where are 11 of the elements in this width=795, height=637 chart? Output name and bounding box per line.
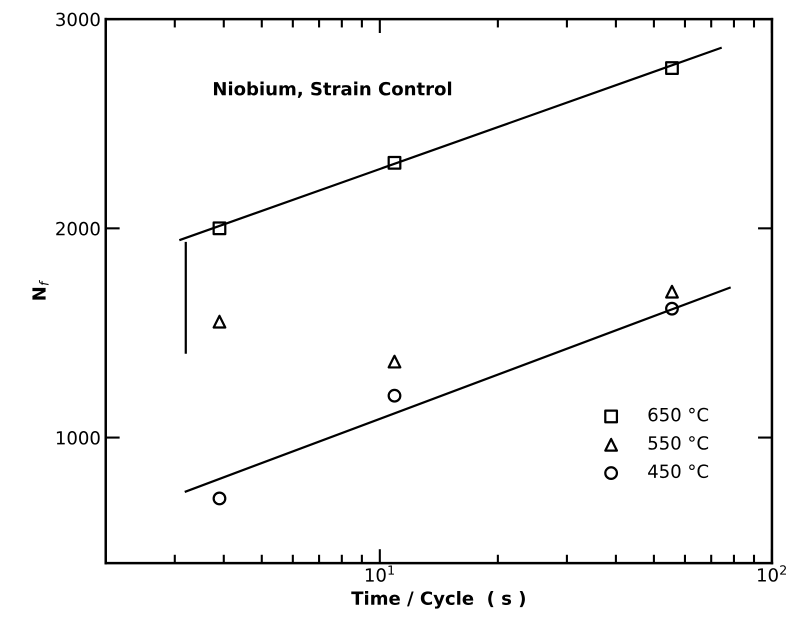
- y-axis-title: N$_{f}$: [32, 280, 49, 300]
- annotation: Niobium, Strain Control: [214, 82, 452, 98]
- legend-label: 550 °C: [648, 436, 708, 450]
- legend-label: 450 °C: [648, 464, 708, 478]
- x-tick-label: 10$^{2}$: [758, 565, 786, 582]
- y-tick-label: 2000: [56, 222, 100, 236]
- legend-label: 650 °C: [648, 408, 708, 422]
- y-tick-label: 1000: [56, 431, 100, 445]
- x-axis-title: Time / Cycle ( s ): [351, 591, 525, 609]
- y-tick-label: 3000: [56, 12, 100, 26]
- x-tick-label: 10$^{1}$: [366, 565, 394, 582]
